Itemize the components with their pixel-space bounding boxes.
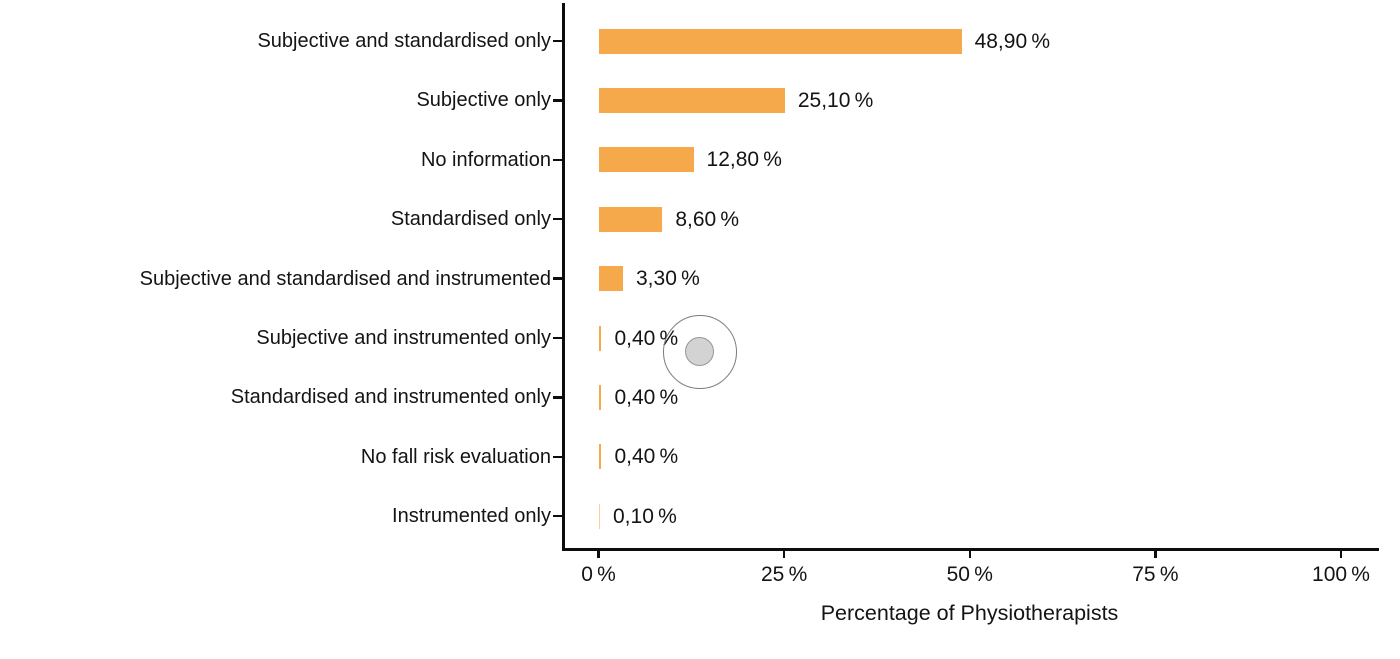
y-axis-tick bbox=[553, 99, 562, 102]
bar bbox=[598, 206, 663, 232]
bar bbox=[598, 87, 785, 113]
x-axis-tick-label: 100 % bbox=[1312, 563, 1370, 586]
value-label: 8,60 % bbox=[675, 207, 740, 231]
x-axis-tick-label: 75 % bbox=[1132, 563, 1179, 586]
bar bbox=[598, 266, 623, 292]
bar bbox=[598, 28, 962, 54]
y-axis-tick bbox=[553, 396, 562, 399]
value-label: 0,40 % bbox=[614, 385, 679, 409]
bar bbox=[598, 503, 600, 529]
category-label: Subjective and standardised only bbox=[257, 30, 551, 52]
bar bbox=[598, 384, 602, 410]
category-label: Subjective and standardised and instrume… bbox=[139, 267, 551, 290]
x-axis-tick bbox=[597, 551, 600, 558]
value-label: 0,10 % bbox=[613, 504, 677, 528]
x-axis-tick-label: 25 % bbox=[761, 563, 808, 586]
category-label: No information bbox=[420, 148, 551, 171]
value-label: 48,90 % bbox=[974, 29, 1051, 53]
value-label: 0,40 % bbox=[614, 326, 679, 350]
bar bbox=[598, 444, 602, 470]
category-label: Instrumented only bbox=[392, 505, 551, 528]
x-axis-tick bbox=[1154, 551, 1157, 558]
y-axis-tick bbox=[553, 277, 562, 280]
x-axis-tick-label: 50 % bbox=[946, 563, 993, 586]
category-label: Standardised and instrumented only bbox=[230, 386, 551, 409]
y-axis-tick bbox=[553, 336, 562, 340]
value-label: 0,40 % bbox=[614, 445, 679, 469]
y-axis-tick bbox=[553, 514, 562, 518]
value-label: 12,80 % bbox=[706, 148, 782, 172]
x-axis-tick-label: 0 % bbox=[581, 563, 616, 586]
category-label: No fall risk evaluation bbox=[360, 445, 551, 468]
x-axis-tick bbox=[782, 551, 786, 558]
y-axis-line bbox=[561, 3, 565, 551]
click-indicator-dot bbox=[684, 337, 714, 366]
y-axis-tick bbox=[553, 39, 562, 43]
x-axis-line bbox=[561, 547, 1379, 551]
bar bbox=[598, 325, 602, 351]
x-axis-title: Percentage of Physiotherapists bbox=[820, 601, 1119, 625]
x-axis-tick bbox=[1339, 551, 1343, 558]
value-label: 25,10 % bbox=[797, 88, 874, 112]
value-label: 3,30 % bbox=[636, 267, 700, 291]
y-axis-tick bbox=[553, 217, 562, 221]
click-indicator bbox=[662, 314, 737, 389]
category-label: Subjective and instrumented only bbox=[256, 327, 551, 349]
y-axis-tick bbox=[553, 455, 562, 459]
category-label: Subjective only bbox=[416, 89, 551, 112]
category-label: Standardised only bbox=[390, 208, 551, 231]
y-axis-tick bbox=[553, 158, 562, 162]
bar bbox=[598, 147, 694, 173]
x-axis-tick bbox=[968, 551, 971, 558]
